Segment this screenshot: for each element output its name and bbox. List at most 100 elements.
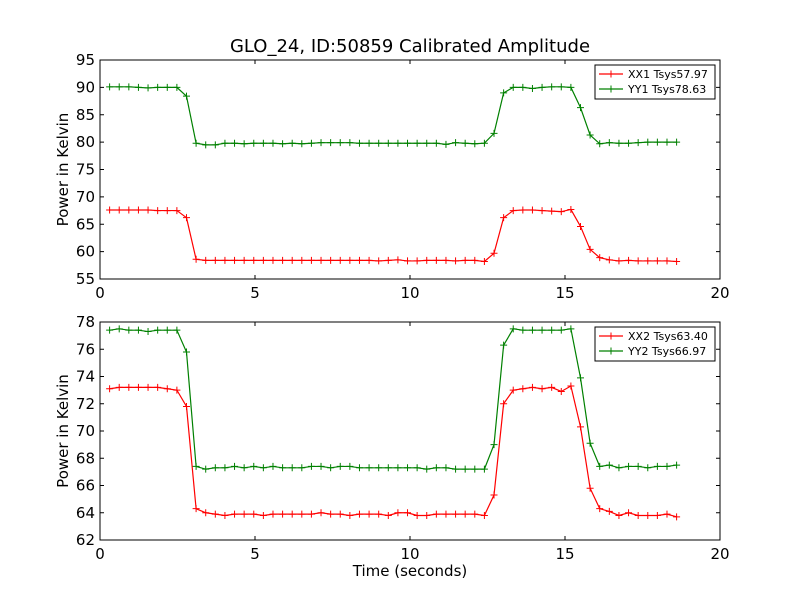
data-point (231, 139, 239, 147)
data-point (365, 510, 373, 518)
data-point (106, 206, 114, 214)
data-point (490, 441, 498, 449)
data-point (336, 139, 344, 147)
data-point (653, 138, 661, 146)
data-point (240, 510, 248, 518)
data-point (192, 505, 200, 513)
data-point (384, 464, 392, 472)
x-tick-label: 15 (555, 284, 574, 302)
data-point (596, 254, 604, 262)
y-tick-label: 70 (76, 188, 95, 206)
data-point (288, 510, 296, 518)
chart-title: GLO_24, ID:50859 Calibrated Amplitude (230, 36, 590, 57)
data-point (528, 84, 536, 92)
data-point (250, 510, 258, 518)
data-point (144, 84, 152, 92)
data-point (221, 464, 229, 472)
legend: XX1 Tsys57.97 YY1 Tsys78.63 (594, 64, 716, 100)
data-point (644, 511, 652, 519)
data-point (192, 462, 200, 470)
data-point (288, 256, 296, 264)
data-point (259, 511, 267, 519)
data-point (317, 256, 325, 264)
data-point (259, 464, 267, 472)
data-point (634, 511, 642, 519)
data-point (461, 256, 469, 264)
data-point (461, 139, 469, 147)
data-point (327, 510, 335, 518)
data-point (615, 511, 623, 519)
series-1 (106, 205, 681, 265)
data-point (519, 83, 527, 91)
data-point (625, 139, 633, 147)
data-point (375, 464, 383, 472)
data-point (317, 139, 325, 147)
data-point (269, 462, 277, 470)
y-tick-label: 64 (76, 504, 95, 522)
x-tick-label: 10 (400, 545, 419, 563)
data-point (240, 256, 248, 264)
y-tick-label: 80 (76, 133, 95, 151)
data-point (115, 206, 123, 214)
data-point (154, 207, 162, 215)
data-point (173, 207, 181, 215)
data-point (106, 83, 114, 91)
data-point (404, 464, 412, 472)
data-point (663, 462, 671, 470)
legend-entry: YY2 Tsys66.97 (627, 345, 706, 358)
data-point (384, 139, 392, 147)
data-point (577, 222, 584, 230)
data-point (625, 256, 633, 264)
data-point (432, 139, 440, 147)
data-point (625, 509, 633, 517)
data-point (182, 402, 190, 410)
data-point (279, 510, 287, 518)
data-point (125, 326, 133, 334)
data-point (250, 139, 258, 147)
data-point (528, 326, 536, 334)
data-point (605, 139, 613, 147)
data-point (615, 257, 623, 265)
data-point (557, 387, 565, 395)
data-point (317, 462, 325, 470)
data-point (125, 383, 133, 391)
data-point (500, 341, 508, 349)
x-tick-label: 20 (710, 284, 729, 302)
data-point (163, 207, 171, 215)
data-point (202, 141, 210, 149)
data-point (298, 464, 306, 472)
data-point (442, 256, 450, 264)
data-point (288, 139, 296, 147)
data-point (577, 104, 584, 112)
data-point (182, 92, 190, 100)
y-tick-label: 95 (76, 51, 95, 69)
data-point (528, 206, 536, 214)
y-tick-label: 72 (76, 395, 95, 413)
data-point (279, 464, 287, 472)
data-point (644, 257, 652, 265)
legend-box (594, 64, 716, 100)
data-point (298, 140, 306, 148)
y-tick-label: 78 (76, 313, 95, 331)
legend-marker (607, 347, 615, 355)
data-point (240, 464, 248, 472)
data-point (557, 326, 565, 334)
data-point (461, 465, 469, 473)
data-point (279, 256, 287, 264)
data-point (327, 256, 335, 264)
data-point (644, 464, 652, 472)
data-point (634, 257, 642, 265)
data-point (452, 139, 460, 147)
data-point (202, 509, 210, 517)
data-point (509, 325, 517, 333)
y-tick-label: 75 (76, 161, 95, 179)
data-point (221, 139, 229, 147)
x-tick-label: 20 (710, 545, 729, 563)
x-tick-label: 15 (555, 545, 574, 563)
data-point (673, 513, 681, 521)
data-point (596, 505, 604, 513)
data-point (452, 510, 460, 518)
data-point (336, 510, 344, 518)
data-point (519, 326, 527, 334)
data-point (480, 139, 488, 147)
